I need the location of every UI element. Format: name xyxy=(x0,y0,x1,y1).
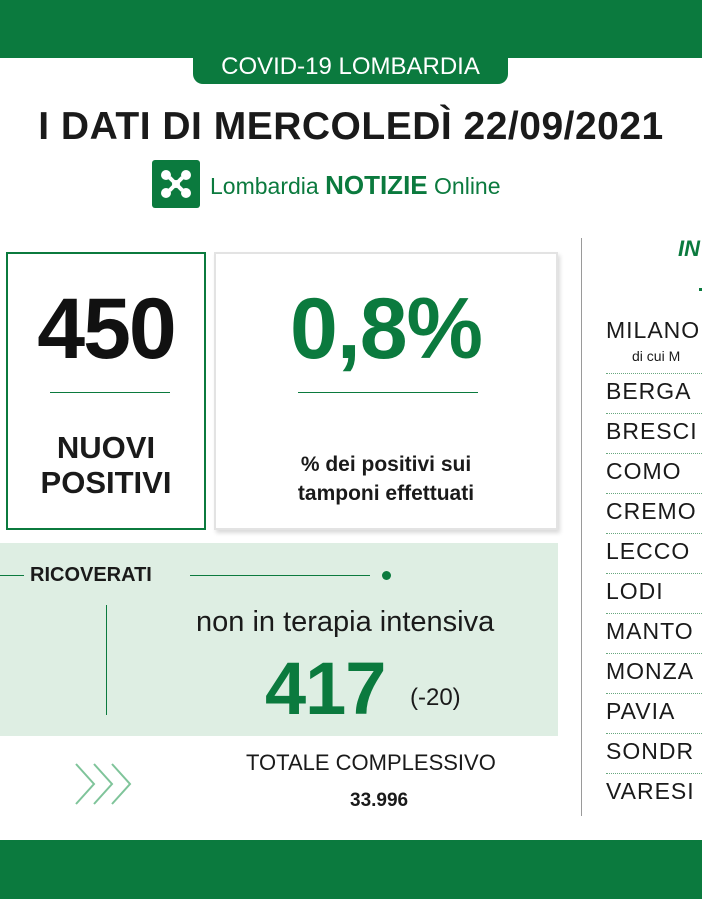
positivi-card: 450 NUOVI POSITIVI xyxy=(6,252,206,530)
percentuale-card: 0,8% % dei positivi sui tamponi effettua… xyxy=(214,252,558,530)
percentuale-label: % dei positivi sui tamponi effettuati xyxy=(216,450,556,508)
percentuale-label-line2: tamponi effettuati xyxy=(297,482,475,505)
totale-value: 33.996 xyxy=(350,790,409,811)
list-item: MONZA xyxy=(606,654,702,694)
province-heading-dot xyxy=(699,288,702,291)
ricoverati-delta: (-20) xyxy=(410,684,461,711)
list-item: MANTO xyxy=(606,614,702,654)
list-item: BERGA xyxy=(606,374,702,414)
positivi-label: NUOVI POSITIVI xyxy=(8,430,204,500)
top-banner xyxy=(0,0,702,58)
positivi-label-line1: NUOVI xyxy=(56,430,156,465)
ricoverati-line-right xyxy=(190,575,370,576)
ricoverati-value: 417 xyxy=(265,647,386,730)
ricoverati-line-left xyxy=(0,575,24,576)
list-item: LECCO xyxy=(606,534,702,574)
chevrons-icon xyxy=(72,758,147,810)
province-divider xyxy=(581,238,582,816)
ricoverati-dot xyxy=(382,571,391,580)
region-tab: COVID-19 LOMBARDIA xyxy=(193,50,508,84)
list-item: COMO xyxy=(606,454,702,494)
logo-text: Lombardia NOTIZIE Online xyxy=(210,170,501,201)
lombardia-rose-icon xyxy=(152,160,200,208)
ricoverati-vertical-line xyxy=(106,605,107,715)
percentuale-label-line1: % dei positivi sui xyxy=(300,453,472,476)
list-item: BRESCI xyxy=(606,414,702,454)
logo-text-bold: NOTIZIE xyxy=(325,170,428,200)
ricoverati-label: non in terapia intensiva xyxy=(196,606,495,638)
list-item: MILANO di cui M xyxy=(606,313,702,374)
province-heading: IN xyxy=(678,236,700,261)
positivi-divider xyxy=(50,392,170,393)
percentuale-divider xyxy=(298,392,478,393)
ricoverati-title: RICOVERATI xyxy=(30,564,152,586)
list-item: PAVIA xyxy=(606,694,702,734)
list-item: SONDR xyxy=(606,734,702,774)
list-item: LODI xyxy=(606,574,702,614)
province-name: MILANO xyxy=(606,317,701,343)
page-title: I DATI DI MERCOLEDÌ 22/09/2021 xyxy=(38,105,664,148)
bottom-banner xyxy=(0,840,702,899)
positivi-value: 450 xyxy=(37,281,177,377)
province-list: MILANO di cui M BERGA BRESCI COMO CREMO … xyxy=(606,313,702,814)
province-sub: di cui M xyxy=(632,348,681,364)
list-item: CREMO xyxy=(606,494,702,534)
totale-label: TOTALE COMPLESSIVO xyxy=(246,750,496,775)
logo-text-pre: Lombardia xyxy=(210,173,326,199)
percentuale-value: 0,8% xyxy=(289,281,483,377)
positivi-label-line2: POSITIVI xyxy=(40,465,172,500)
list-item: VARESI xyxy=(606,778,695,804)
logo-text-post: Online xyxy=(427,173,501,199)
